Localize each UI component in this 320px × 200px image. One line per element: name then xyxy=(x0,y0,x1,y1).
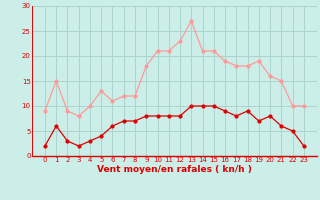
X-axis label: Vent moyen/en rafales ( kn/h ): Vent moyen/en rafales ( kn/h ) xyxy=(97,165,252,174)
